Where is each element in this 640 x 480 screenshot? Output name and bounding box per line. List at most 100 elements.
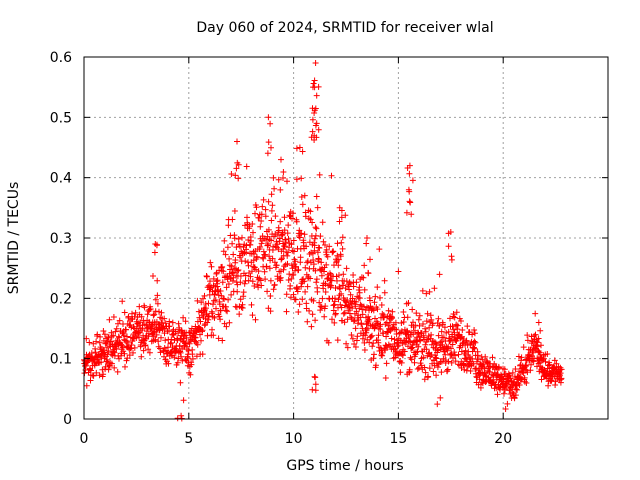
- data-point: [162, 337, 169, 344]
- data-point: [231, 235, 238, 242]
- data-point: [136, 303, 143, 310]
- data-point: [432, 354, 439, 361]
- data-point: [304, 258, 311, 265]
- x-tick-label: 5: [184, 431, 193, 447]
- data-point: [400, 319, 407, 325]
- data-point: [426, 324, 433, 331]
- data-point: [426, 288, 433, 295]
- data-point: [205, 316, 212, 323]
- data-point: [352, 325, 359, 332]
- x-tick-label: 10: [285, 431, 303, 447]
- data-point: [299, 296, 306, 303]
- data-point: [90, 372, 97, 379]
- data-point: [267, 308, 274, 315]
- data-point: [424, 310, 431, 317]
- data-point: [233, 165, 240, 172]
- data-point: [151, 249, 158, 256]
- data-point: [318, 259, 325, 266]
- data-point: [152, 336, 159, 343]
- data-point: [105, 366, 112, 373]
- data-point: [331, 319, 338, 326]
- data-point: [471, 345, 478, 352]
- data-point: [223, 307, 230, 314]
- data-point: [309, 386, 316, 393]
- data-point: [204, 273, 210, 280]
- data-point: [334, 277, 340, 284]
- data-point: [256, 214, 263, 221]
- data-point: [252, 316, 259, 323]
- data-point: [350, 283, 357, 290]
- data-point: [452, 358, 459, 365]
- data-point: [416, 312, 423, 319]
- data-point: [310, 80, 317, 87]
- data-point: [271, 185, 278, 192]
- data-point: [425, 373, 432, 380]
- data-point: [494, 371, 501, 378]
- data-point: [96, 372, 103, 379]
- data-point: [125, 339, 131, 346]
- data-point: [340, 271, 347, 278]
- data-point: [313, 225, 320, 232]
- data-point: [146, 306, 153, 313]
- data-point: [372, 293, 379, 300]
- data-point: [324, 253, 331, 260]
- data-point: [224, 308, 231, 315]
- data-point: [317, 233, 324, 240]
- data-point: [330, 248, 337, 255]
- data-point: [328, 172, 335, 179]
- data-point: [544, 351, 551, 357]
- x-axis-label: GPS time / hours: [286, 458, 403, 474]
- data-point: [340, 310, 347, 317]
- data-point: [336, 272, 342, 279]
- data-point: [467, 368, 474, 374]
- data-point: [227, 266, 234, 273]
- data-point: [262, 206, 269, 213]
- data-point: [268, 207, 275, 214]
- data-point: [524, 332, 531, 339]
- data-point: [381, 314, 388, 321]
- data-point: [123, 326, 129, 333]
- data-point: [301, 231, 308, 238]
- data-point: [283, 239, 289, 246]
- data-point: [292, 258, 299, 265]
- data-point: [168, 336, 175, 343]
- data-point: [470, 344, 477, 351]
- data-point: [312, 387, 319, 394]
- data-point: [445, 358, 452, 365]
- data-point: [409, 177, 416, 184]
- data-point: [296, 144, 303, 151]
- data-point: [338, 304, 345, 311]
- data-point: [228, 171, 235, 177]
- data-point: [352, 303, 359, 310]
- data-point: [277, 218, 284, 225]
- data-point: [482, 353, 489, 360]
- data-point: [257, 244, 264, 250]
- data-point: [138, 313, 145, 320]
- data-point: [423, 346, 430, 353]
- data-point: [312, 122, 319, 129]
- data-point: [349, 335, 356, 342]
- data-point: [371, 299, 378, 306]
- data-point: [258, 282, 265, 289]
- data-point: [406, 170, 413, 177]
- data-point: [471, 330, 478, 337]
- data-point: [248, 301, 255, 308]
- data-point: [326, 243, 333, 250]
- data-point: [434, 364, 441, 371]
- data-point: [195, 308, 202, 315]
- y-tick-labels: 0 0.1 0.2 0.3 0.4 0.5 0.6: [50, 50, 72, 428]
- data-point: [537, 327, 544, 334]
- data-point: [275, 227, 282, 234]
- data-point: [281, 227, 288, 234]
- data-point: [410, 331, 417, 338]
- data-point: [316, 171, 323, 178]
- data-point: [363, 240, 370, 247]
- data-point: [494, 391, 501, 398]
- data-point: [343, 340, 350, 347]
- data-point: [450, 326, 457, 333]
- data-point: [269, 202, 276, 209]
- data-point: [192, 334, 199, 341]
- data-point: [290, 291, 297, 298]
- data-point: [269, 255, 276, 262]
- data-point: [184, 343, 191, 350]
